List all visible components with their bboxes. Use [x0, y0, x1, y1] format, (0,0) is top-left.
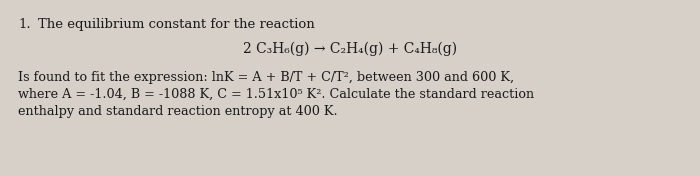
Text: 2 C₃H₆(g) → C₂H₄(g) + C₄H₈(g): 2 C₃H₆(g) → C₂H₄(g) + C₄H₈(g) [243, 42, 457, 56]
Text: where A = -1.04, B = -1088 K, C = 1.51x10⁵ K². Calculate the standard reaction: where A = -1.04, B = -1088 K, C = 1.51x1… [18, 88, 534, 101]
Text: 1.: 1. [18, 18, 31, 31]
Text: enthalpy and standard reaction entropy at 400 K.: enthalpy and standard reaction entropy a… [18, 105, 337, 118]
Text: Is found to fit the expression: lnK = A + B/T + C/T², between 300 and 600 K,: Is found to fit the expression: lnK = A … [18, 71, 514, 84]
Text: The equilibrium constant for the reaction: The equilibrium constant for the reactio… [38, 18, 315, 31]
